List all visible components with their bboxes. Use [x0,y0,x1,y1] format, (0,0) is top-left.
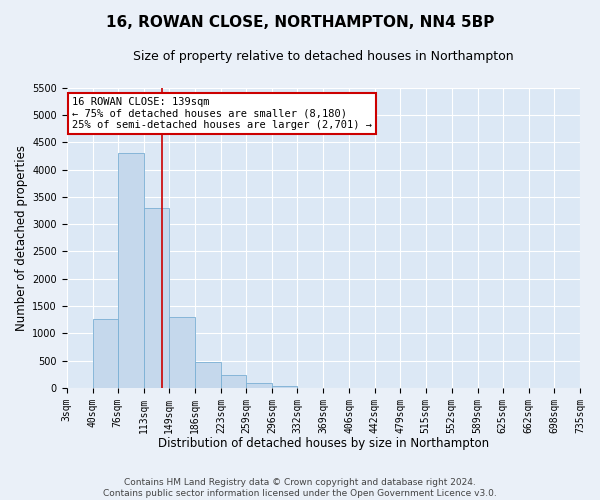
Bar [144,208,169,388]
Bar [169,317,195,388]
Text: 16, ROWAN CLOSE, NORTHAMPTON, NN4 5BP: 16, ROWAN CLOSE, NORTHAMPTON, NN4 5BP [106,15,494,30]
Bar [272,386,298,388]
Bar [195,362,221,388]
Bar [246,384,272,388]
Text: 16 ROWAN CLOSE: 139sqm
← 75% of detached houses are smaller (8,180)
25% of semi-: 16 ROWAN CLOSE: 139sqm ← 75% of detached… [72,97,372,130]
Bar [118,154,144,388]
Title: Size of property relative to detached houses in Northampton: Size of property relative to detached ho… [133,50,514,63]
Bar [221,376,246,388]
X-axis label: Distribution of detached houses by size in Northampton: Distribution of detached houses by size … [158,437,489,450]
Y-axis label: Number of detached properties: Number of detached properties [15,145,28,331]
Text: Contains HM Land Registry data © Crown copyright and database right 2024.
Contai: Contains HM Land Registry data © Crown c… [103,478,497,498]
Bar [92,318,118,388]
